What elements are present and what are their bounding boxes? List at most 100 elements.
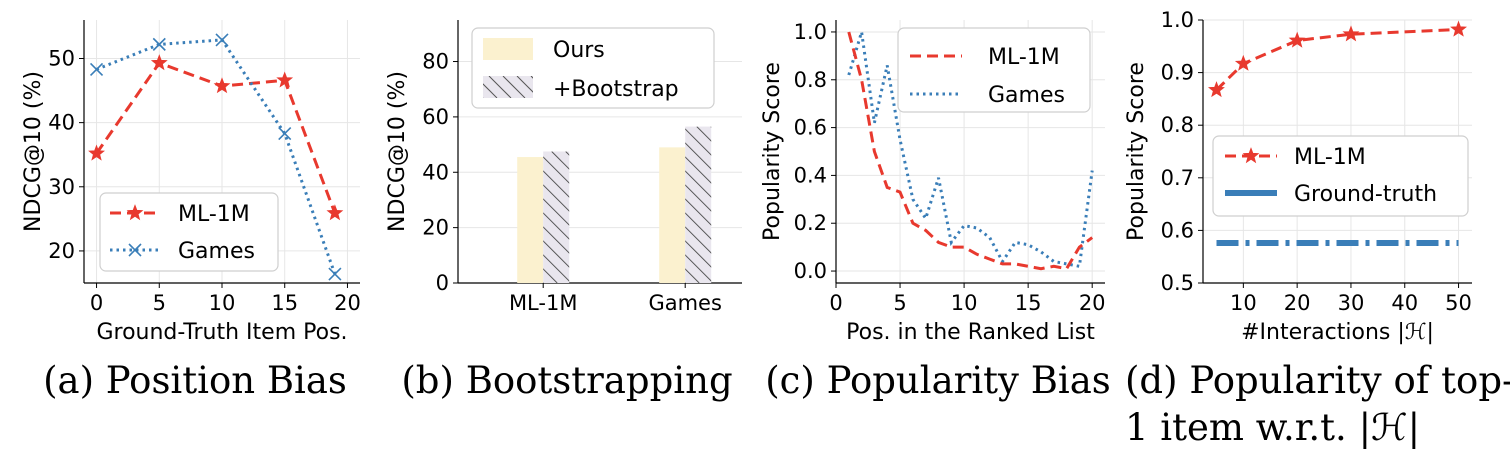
hatch-stroke [685, 142, 712, 170]
hatch-stroke [710, 126, 712, 128]
y-tick-label: 0.4 [794, 163, 827, 187]
x-tick-label: 0 [90, 291, 103, 315]
y-tick-label: 0.2 [794, 211, 827, 235]
data-point-games [278, 126, 292, 141]
y-axis-label: NDCG@10 (%) [21, 71, 46, 232]
legend-label-ground-truth: Ground-truth [1294, 182, 1437, 207]
y-axis-label: Popularity Score [1124, 62, 1149, 241]
hatch-stroke [516, 76, 533, 93]
x-tick-label: 0 [829, 291, 842, 315]
legend-marker-ml-1m [126, 204, 144, 221]
bar-ours [517, 157, 544, 283]
hatch-stroke [502, 76, 526, 98]
y-axis-label: Popularity Score [760, 62, 785, 241]
x-tick-label: 10 [209, 291, 236, 315]
series-line-games [847, 31, 1094, 269]
data-point-ml-1m [150, 54, 168, 71]
hatch-stroke [685, 184, 712, 212]
x-marker-stroke [215, 33, 229, 47]
hatch-stroke [685, 240, 712, 268]
legend-frame [897, 27, 1091, 113]
legend-label-ml-1m: ML-1M [988, 45, 1060, 70]
y-tick-label: 20 [48, 239, 75, 263]
caption-d-line-1: (d) Popularity of top- [1125, 359, 1510, 402]
y-tick-label: 40 [48, 111, 75, 135]
bar-hatch [543, 151, 570, 283]
x-axis-label: Pos. in the Ranked List [846, 320, 1095, 345]
legend-hatch [483, 76, 533, 98]
y-tick-label: 60 [422, 105, 449, 129]
panel-b: 0 20 40 60 80 NDCG@10 (%) ML-1M Games Ours +Boots… [385, 20, 742, 315]
x-marker-stroke [128, 243, 142, 257]
legend-label-bootstrap: +Bootstrap [553, 77, 679, 102]
hatch-stroke [685, 198, 712, 226]
data-point-games [215, 33, 229, 47]
data-point-games [328, 267, 342, 281]
y-tick-label: 0.0 [794, 259, 827, 283]
legend-swatch-ours [483, 38, 533, 60]
hatch-stroke [543, 198, 570, 226]
data-point-ml-1m [213, 77, 231, 94]
series-line-ml-1m [95, 61, 337, 214]
legend: Ours +Bootstrap [471, 27, 715, 109]
legend-label-ml-1m: ML-1M [178, 202, 250, 227]
x-tick-label: 50 [1445, 291, 1472, 315]
bar-hatch [685, 126, 712, 283]
x-tick-label: 30 [1338, 291, 1365, 315]
data-point-ml-1m [326, 204, 344, 221]
x-tick-label: 15 [1015, 291, 1042, 315]
panel-d: 0.5 0.6 0.7 0.8 0.9 1.0 10 20 30 40 50 #Interaction… [1124, 8, 1472, 345]
caption-b: (b) Bootstrapping [401, 359, 732, 402]
data-point-ml-1m [88, 144, 106, 161]
data-point-ml-1m [1234, 54, 1252, 71]
y-tick-label: 40 [422, 160, 449, 184]
data-point-ml-1m [1288, 31, 1306, 48]
hatch-stroke [685, 254, 712, 282]
legend: ML-1M Games [99, 192, 279, 272]
hatch-stroke [685, 128, 712, 156]
y-tick-label: 0.9 [1161, 61, 1194, 85]
hatch-stroke [483, 83, 498, 98]
legend: ML-1M Games [897, 27, 1091, 113]
data-point-ml-1m [1342, 25, 1360, 42]
caption-a: (a) Position Bias [43, 359, 347, 402]
x-tick-label: 20 [1284, 291, 1311, 315]
caption-c: (c) Popularity Bias [765, 359, 1111, 402]
data-point-games [89, 62, 104, 76]
y-tick-label: 0.6 [1161, 218, 1194, 242]
y-tick-label: 0 [436, 271, 449, 295]
x-tick-label: 5 [153, 291, 166, 315]
legend-label-games: Games [178, 239, 255, 264]
x-tick-label: 40 [1391, 291, 1418, 315]
panel-c: 0.0 0.2 0.4 0.6 0.8 1.0 0 5 10 15 20 Pos. in the Ra… [760, 20, 1106, 345]
x-tick-label: 10 [951, 291, 978, 315]
y-tick-label: 1.0 [1161, 8, 1194, 32]
x-tick-label: Games [648, 291, 721, 315]
y-tick-label: 0.8 [1161, 113, 1194, 137]
bar--bootstrap [685, 126, 712, 283]
hatch-stroke [543, 254, 570, 282]
data-point-games [152, 37, 166, 51]
series-line-ml-1m [847, 31, 1094, 271]
x-tick-label: 20 [1079, 291, 1106, 315]
x-tick-label: 20 [334, 291, 361, 315]
x-marker-stroke [328, 267, 342, 281]
y-tick-label: 50 [48, 46, 75, 70]
legend-swatch-bootstrap [483, 76, 533, 98]
y-tick-label: 30 [48, 175, 75, 199]
x-marker-stroke [278, 126, 292, 141]
x-axis-label: Ground-Truth Item Pos. [96, 320, 347, 345]
y-tick-label: 1.0 [794, 20, 827, 44]
panel-a: 20 30 40 50 0 5 10 15 20 Ground-Truth Item Pos. ND… [21, 20, 361, 345]
y-axis-label: NDCG@10 (%) [385, 71, 410, 232]
data-point-ml-1m [276, 71, 294, 88]
y-tick-label: 20 [422, 216, 449, 240]
x-marker-stroke [89, 62, 104, 76]
y-tick-label: 0.7 [1161, 166, 1194, 190]
legend-label-ml-1m: ML-1M [1294, 145, 1366, 170]
legend-marker-games [128, 243, 142, 257]
x-marker-stroke [152, 37, 166, 51]
legend-marker-ml-1m [1242, 147, 1260, 164]
legend-label-games: Games [988, 83, 1065, 108]
